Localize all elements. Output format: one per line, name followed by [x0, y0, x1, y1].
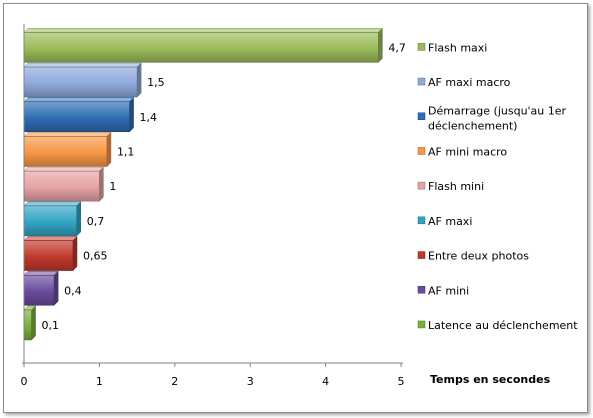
legend-label-demarrage-jusqu-au-1er-declenchement-line2: déclenchement): [428, 119, 517, 132]
data-label-flash-mini: 1: [109, 180, 116, 193]
data-label-af-maxi-macro: 1,5: [147, 76, 165, 89]
x-axis: 0 1 2 3 4 5: [21, 24, 405, 388]
bar-top-af-maxi-macro: [23, 62, 142, 68]
data-label-af-mini: 0,4: [64, 284, 82, 297]
bar-top-af-mini-macro: [23, 132, 112, 137]
bar-top-af-maxi: [23, 201, 82, 207]
bar-top-flash-maxi: [23, 28, 383, 33]
legend-swatch-af-maxi: [417, 216, 426, 225]
legend-label-flash-mini: Flash mini: [428, 180, 484, 193]
bar-af-maxi-macro: [23, 66, 138, 98]
legend: Flash maxi AF maxi macro Démarrage (jusqu'…: [417, 41, 578, 332]
x-tick-label: 5: [398, 375, 405, 388]
bar-side-flash-mini: [99, 166, 104, 202]
bar-flash-mini: [23, 170, 100, 202]
legend-label-flash-maxi: Flash maxi: [428, 41, 487, 54]
legend-label-af-mini-macro: AF mini macro: [428, 145, 507, 158]
bar-side-af-maxi-macro: [136, 62, 142, 98]
legend-swatch-af-mini-macro: [417, 147, 426, 155]
legend-label-af-maxi: AF maxi: [428, 215, 472, 228]
data-label-latence-au-declenchement: 0,1: [42, 319, 60, 332]
bar-side-latence-au-declenchement: [31, 305, 36, 341]
bar-latence-au-declenchement: [23, 309, 32, 341]
bar-side-af-mini: [53, 270, 59, 306]
bar-af-maxi: [23, 205, 78, 237]
bar-side-demarrage-jusqu-au-1er-declenchement: [129, 97, 134, 133]
legend-swatch-entre-deux-photos: [417, 251, 426, 259]
legend-label-entre-deux-photos: Entre deux photos: [428, 250, 529, 263]
data-label-flash-maxi: 4,7: [388, 41, 406, 54]
bar-top-af-mini: [23, 271, 59, 276]
data-label-af-maxi: 0,7: [87, 215, 105, 228]
legend-swatch-latence-au-declenchement: [417, 320, 426, 329]
legend-label-latence-au-declenchement: Latence au déclenchement: [428, 319, 578, 332]
bar-top-demarrage-jusqu-au-1er-declenchement: [23, 97, 135, 102]
bar-top-entre-deux-photos: [23, 236, 78, 241]
legend-swatch-flash-maxi: [417, 43, 426, 51]
data-label-af-mini-macro: 1,1: [117, 145, 135, 158]
bar-side-af-mini-macro: [106, 131, 112, 168]
bars-layer: 4,7 1,5 1,4 1,1 1 0,7 0,65 0,4 0,1: [23, 27, 406, 341]
legend-swatch-demarrage-jusqu-au-1er-declenchement: [417, 112, 426, 120]
bar-entre-deux-photos: [23, 240, 74, 271]
data-label-demarrage-jusqu-au-1er-declenchement: 1,4: [140, 111, 158, 124]
legend-swatch-flash-mini: [417, 181, 426, 190]
bar-side-flash-maxi: [378, 27, 383, 63]
bar-af-mini-macro: [23, 136, 108, 167]
legend-label-af-mini: AF mini: [428, 284, 469, 297]
bar-demarrage-jusqu-au-1er-declenchement: [23, 101, 130, 133]
bar-side-entre-deux-photos: [72, 235, 78, 272]
data-label-entre-deux-photos: 0,65: [83, 250, 108, 263]
x-tick-label: 2: [171, 375, 178, 388]
x-tick-label: 1: [96, 375, 103, 388]
legend-swatch-af-maxi-macro: [417, 77, 426, 86]
x-axis-title: Temps en secondes: [430, 373, 551, 386]
x-tick-label: 0: [21, 375, 28, 388]
x-tick-label: 3: [247, 375, 254, 388]
legend-swatch-af-mini: [417, 286, 426, 294]
bar-side-af-maxi: [76, 201, 82, 237]
legend-label-demarrage-jusqu-au-1er-declenchement-line1: Démarrage (jusqu'au 1er: [428, 104, 567, 117]
bar-flash-maxi: [23, 32, 379, 63]
legend-label-af-maxi-macro: AF maxi macro: [428, 76, 511, 89]
bar-af-mini: [23, 274, 55, 306]
bar-top-flash-mini: [23, 166, 105, 172]
x-tick-label: 4: [322, 375, 329, 388]
